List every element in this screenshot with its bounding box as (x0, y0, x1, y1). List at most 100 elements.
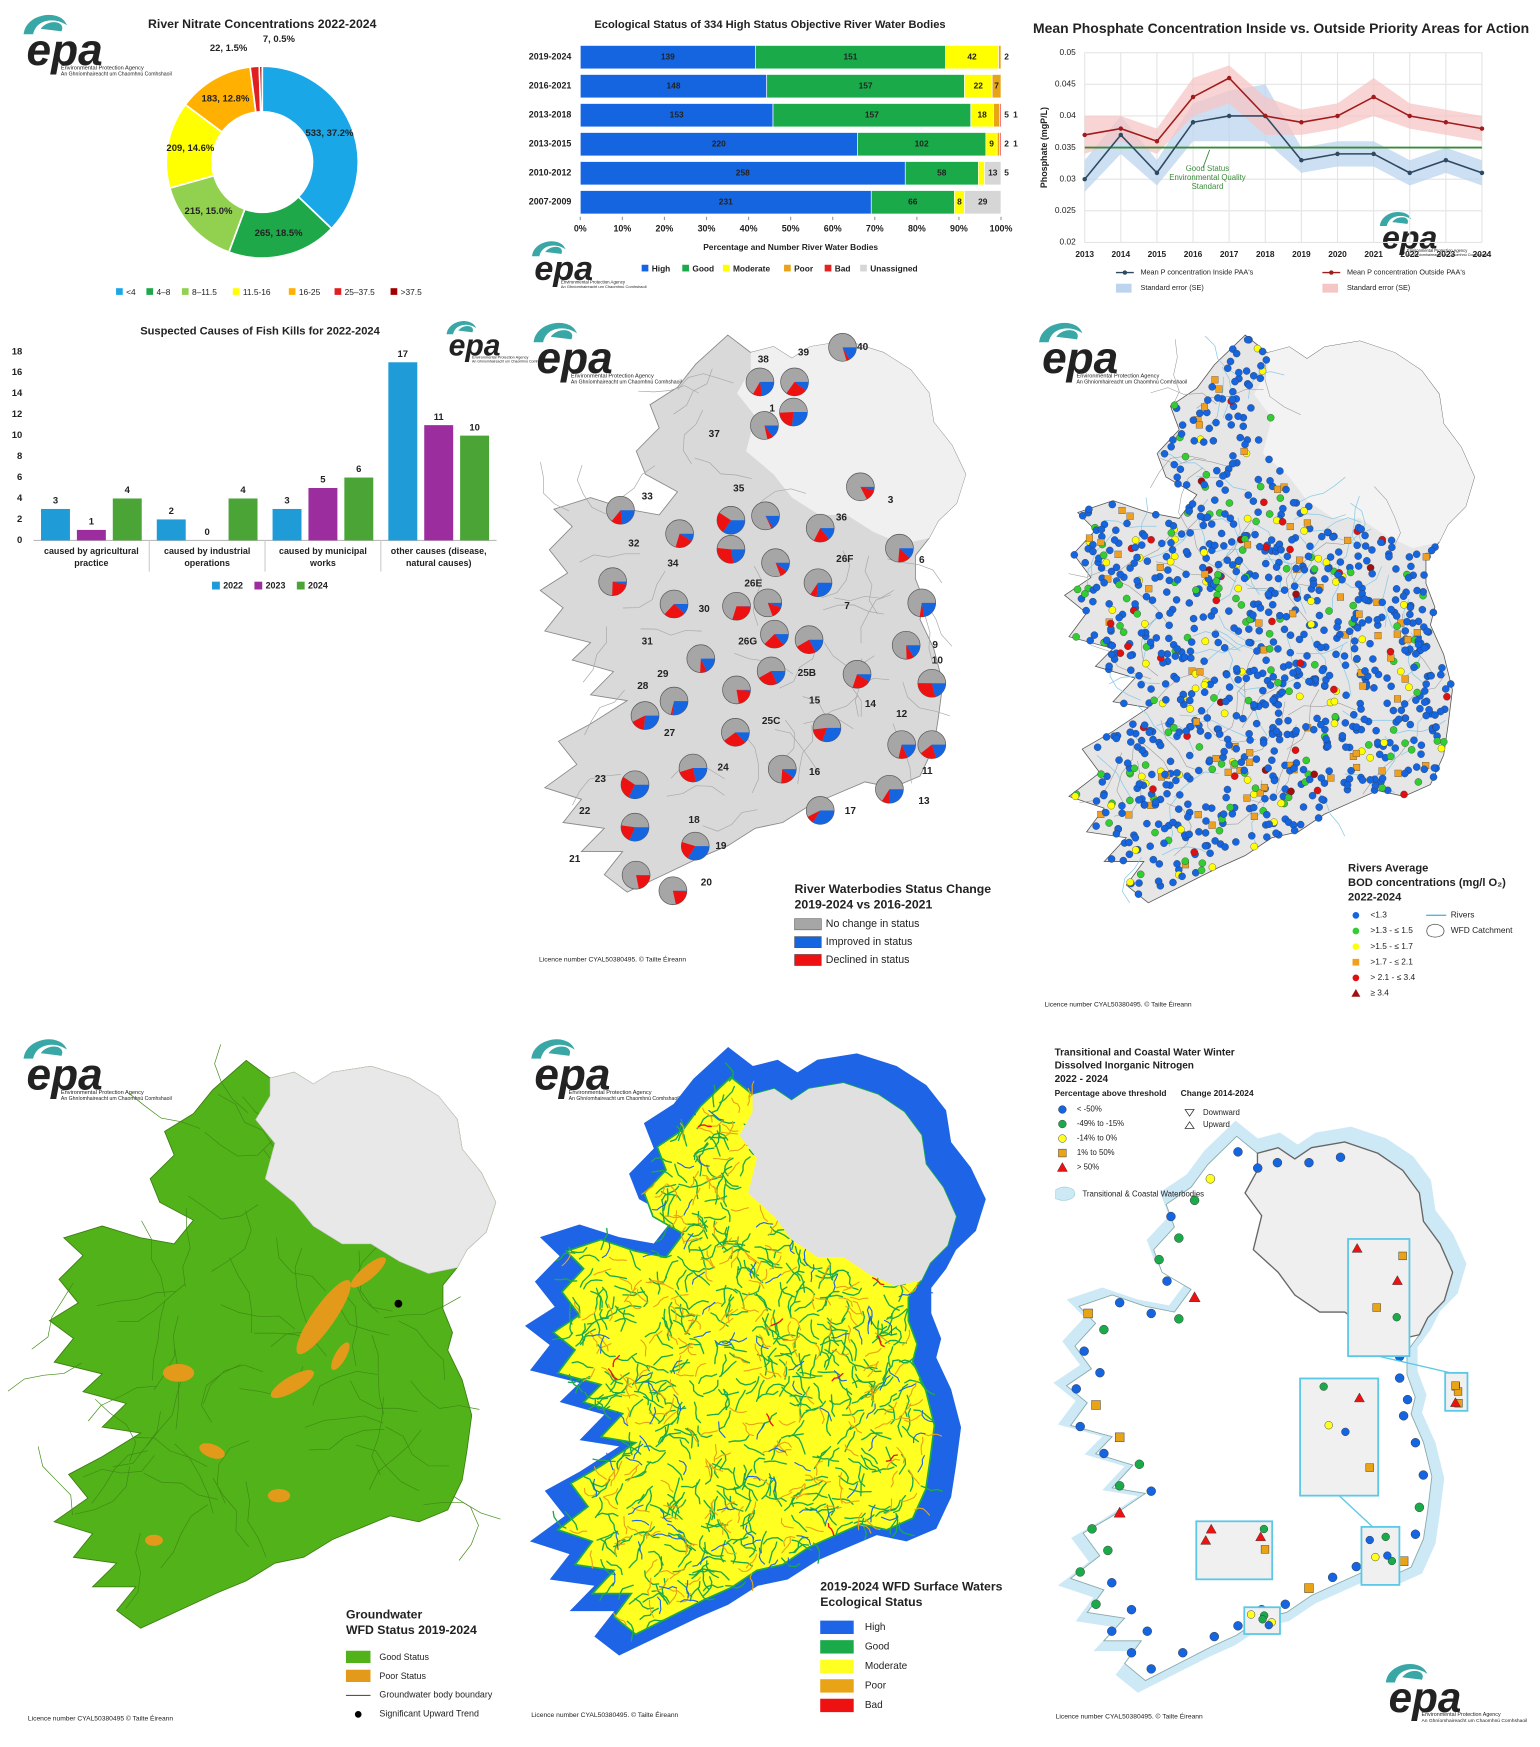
site (1201, 570, 1209, 578)
river-segment (568, 1373, 584, 1393)
site (1170, 401, 1179, 409)
river-segment (893, 1327, 902, 1346)
catchment-boundary (1150, 455, 1206, 488)
site (1289, 669, 1297, 677)
site (1116, 622, 1124, 630)
river (1136, 705, 1177, 742)
site (1250, 842, 1258, 851)
x-tick-label: 100% (990, 223, 1013, 233)
site (1108, 500, 1117, 509)
site (1208, 765, 1217, 774)
river-segment (599, 1538, 617, 1556)
site (1058, 1148, 1067, 1158)
river-segment (776, 1339, 793, 1356)
site (1274, 701, 1283, 709)
site (1274, 709, 1283, 717)
bar (156, 519, 186, 541)
site (1358, 619, 1366, 627)
river-segment (642, 1248, 659, 1258)
y-tick-label: 12 (12, 409, 23, 420)
site (1202, 803, 1210, 811)
area-label: 11 (922, 766, 933, 777)
status-pie-wedge (632, 715, 646, 730)
river-segment (731, 1251, 739, 1268)
site (1387, 682, 1395, 691)
site (1324, 742, 1332, 751)
legend-swatch (722, 264, 730, 272)
river-segment (712, 1157, 732, 1161)
river-segment (706, 1509, 712, 1533)
legend-swatch (288, 288, 296, 295)
donut-slice (258, 65, 264, 113)
status-pie-wedge (860, 486, 875, 491)
legend-swatch (1322, 283, 1339, 293)
legend-label: Groundwater body boundary (379, 1690, 492, 1700)
catchment-boundary (1288, 702, 1356, 716)
line-point (1082, 176, 1087, 182)
site (1427, 671, 1435, 680)
site (1192, 718, 1200, 726)
legend-label: Downward (1203, 1108, 1240, 1117)
river-segment (719, 1309, 733, 1323)
site (1414, 778, 1423, 786)
site (1119, 628, 1128, 636)
river-segment (638, 1365, 651, 1380)
groundwater-boundary (220, 1304, 296, 1330)
catchment-boundary (1116, 741, 1134, 807)
river-segment (747, 1087, 751, 1106)
data-label: 148 (667, 80, 681, 90)
river-segment (861, 1517, 868, 1541)
river-segment (711, 1094, 725, 1114)
site (1269, 696, 1277, 704)
river-segment (896, 1446, 905, 1464)
river-segment (674, 1290, 689, 1310)
site (1399, 592, 1408, 600)
site (1343, 781, 1352, 789)
site (1149, 855, 1158, 864)
site (1380, 739, 1388, 747)
site (1189, 614, 1198, 623)
river-segment (651, 1169, 673, 1178)
data-label: 29 (978, 196, 988, 206)
site (1246, 736, 1254, 744)
status-pie-wedge (611, 510, 623, 525)
site (1226, 357, 1235, 366)
line-point (1118, 126, 1124, 131)
river-segment (780, 1352, 798, 1368)
site (1248, 832, 1256, 840)
site (1107, 855, 1116, 863)
site (1423, 627, 1431, 636)
river-segment (882, 1362, 889, 1385)
river-segment (854, 1328, 863, 1345)
site (1313, 714, 1321, 723)
site (1146, 1664, 1156, 1674)
site (1401, 627, 1410, 635)
river-segment (788, 1360, 805, 1371)
poor-status-area (162, 1363, 195, 1382)
river-segment (583, 1487, 598, 1497)
groundwater-boundary (83, 1455, 155, 1478)
site (1352, 749, 1360, 757)
river-segment (835, 1285, 854, 1289)
river-segment (718, 1410, 731, 1430)
site (1149, 735, 1157, 744)
river (1290, 563, 1307, 614)
y-tick-label: 0 (17, 535, 22, 546)
site (1392, 1313, 1401, 1322)
area-label: 15 (809, 696, 821, 707)
legend-symbol (354, 1711, 362, 1718)
river-segment (782, 1335, 801, 1342)
river-segment (831, 1333, 850, 1339)
river-segment (871, 1277, 885, 1286)
site (1209, 1631, 1220, 1642)
site (1165, 634, 1173, 643)
site (1112, 830, 1121, 838)
river-segment (891, 1417, 911, 1421)
site (1229, 452, 1237, 460)
river-segment (569, 1529, 588, 1534)
river-segment (845, 1305, 862, 1315)
site (1239, 422, 1247, 431)
site (1354, 580, 1363, 589)
river-segment (744, 1489, 752, 1512)
river-segment (619, 1277, 633, 1290)
